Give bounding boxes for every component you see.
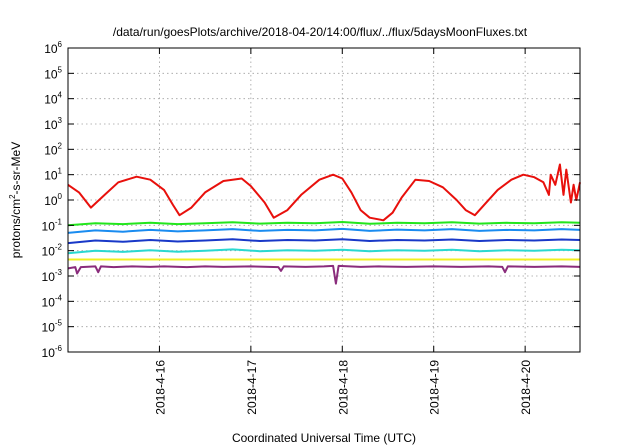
y-tick-base: 10 (44, 169, 58, 183)
y-tick-base: 10 (44, 67, 58, 81)
y-tick-base: 10 (44, 118, 58, 132)
y-tick-label: 10-4 (42, 293, 63, 309)
x-tick-label: 2018-4-20 (519, 360, 533, 415)
y-tick-base: 10 (42, 245, 56, 259)
y-tick-label: 100 (44, 192, 62, 208)
chart-title: /data/run/goesPlots/archive/2018-04-20/1… (113, 25, 528, 39)
y-axis-label: protons/cm2-s-sr-MeV (8, 142, 23, 258)
y-tick-exponent: -1 (55, 217, 63, 226)
y-tick-label: 105 (44, 65, 62, 81)
y-tick-base: 10 (44, 93, 58, 107)
y-tick-exponent: 0 (58, 192, 63, 201)
x-tick-label: 2018-4-19 (428, 360, 442, 415)
y-tick-label: 10-6 (42, 344, 63, 360)
y-tick-exponent: 1 (58, 167, 63, 176)
x-axis-label: Coordinated Universal Time (UTC) (232, 431, 416, 445)
y-tick-base: 10 (42, 219, 56, 233)
y-tick-exponent: 2 (58, 141, 63, 150)
x-tick-label: 2018-4-18 (336, 360, 350, 415)
series-line-5 (67, 248, 581, 255)
x-tick-label: 2018-4-17 (245, 360, 259, 415)
y-tick-exponent: 3 (58, 116, 63, 125)
series-line-3 (67, 227, 581, 234)
y-tick-label: 103 (44, 116, 62, 132)
y-axis-label-sup: 2 (8, 194, 17, 199)
y-tick-label: 106 (44, 40, 62, 56)
series-line-2 (67, 221, 581, 227)
y-tick-base: 10 (42, 295, 56, 309)
y-tick-exponent: -4 (55, 293, 63, 302)
x-axis-ticks: 2018-4-16 2018-4-17 2018-4-18 2018-4-19 2018… (153, 48, 533, 415)
y-tick-exponent: -6 (55, 344, 63, 353)
y-tick-label: 101 (44, 167, 62, 183)
y-tick-base: 10 (44, 194, 58, 208)
x-tick-label: 2018-4-16 (153, 360, 167, 415)
y-tick-exponent: -5 (55, 319, 63, 328)
y-tick-exponent: 5 (58, 65, 63, 74)
y-tick-label: 10-5 (42, 319, 63, 335)
y-axis-label-rest: -s-sr-MeV (9, 142, 23, 195)
y-tick-exponent: 6 (58, 40, 63, 49)
y-tick-label: 10-1 (42, 217, 63, 233)
grid-lines (68, 48, 580, 352)
series-line-4 (67, 238, 581, 245)
y-tick-exponent: -2 (55, 243, 63, 252)
y-tick-exponent: 4 (58, 91, 63, 100)
series-line-7 (67, 264, 581, 285)
y-axis-label-base: protons/cm (9, 199, 23, 258)
y-tick-base: 10 (42, 346, 56, 360)
y-tick-label: 10-3 (42, 268, 63, 284)
y-tick-exponent: -3 (55, 268, 63, 277)
series-lines (67, 163, 581, 285)
y-tick-base: 10 (42, 270, 56, 284)
y-tick-label: 10-2 (42, 243, 63, 259)
y-axis-ticks: 10-610-510-410-310-210-11001011021031041… (42, 40, 580, 360)
y-tick-base: 10 (44, 143, 58, 157)
y-tick-base: 10 (44, 42, 58, 56)
series-line-1 (67, 163, 581, 222)
y-tick-label: 104 (44, 91, 62, 107)
y-tick-label: 102 (44, 141, 62, 157)
y-tick-base: 10 (42, 321, 56, 335)
